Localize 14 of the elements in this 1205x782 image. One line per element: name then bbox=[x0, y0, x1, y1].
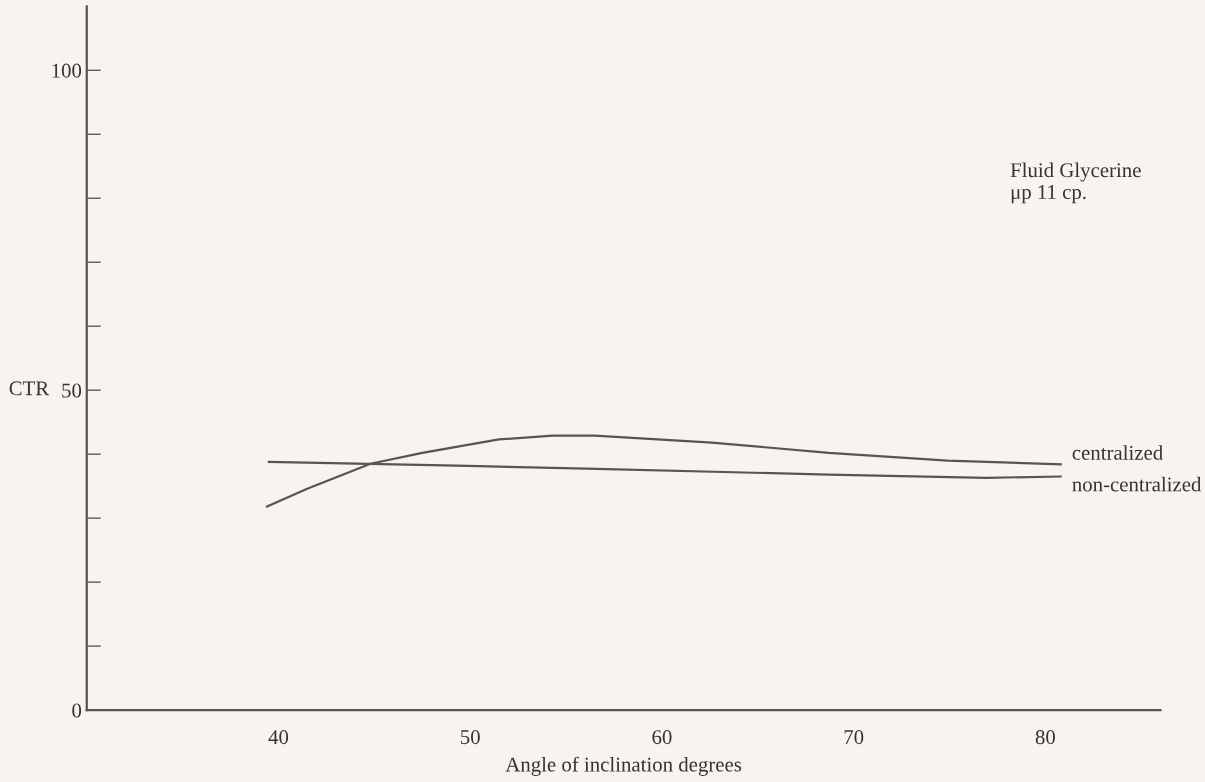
line-series bbox=[265, 434, 1062, 508]
annotation: Fluid Glycerine μp 11 cp. bbox=[1010, 162, 1141, 204]
y-tick-label: 0 bbox=[72, 703, 82, 718]
series-label: non-centralized bbox=[1072, 476, 1202, 492]
x-tick-label: 50 bbox=[461, 730, 480, 745]
x-tick-label: 60 bbox=[652, 730, 672, 745]
series-label: centralized bbox=[1072, 445, 1163, 460]
x-tick-label: 40 bbox=[268, 730, 289, 745]
y-tick-label: 100 bbox=[52, 63, 82, 78]
x-tick-label: 70 bbox=[844, 730, 864, 745]
x-axis-title: Angle of inclination degrees bbox=[505, 756, 742, 776]
y-tick-label: 50 bbox=[62, 383, 82, 398]
y-axis-title: CTR bbox=[9, 381, 50, 396]
x-tick-label: 80 bbox=[1035, 730, 1055, 745]
